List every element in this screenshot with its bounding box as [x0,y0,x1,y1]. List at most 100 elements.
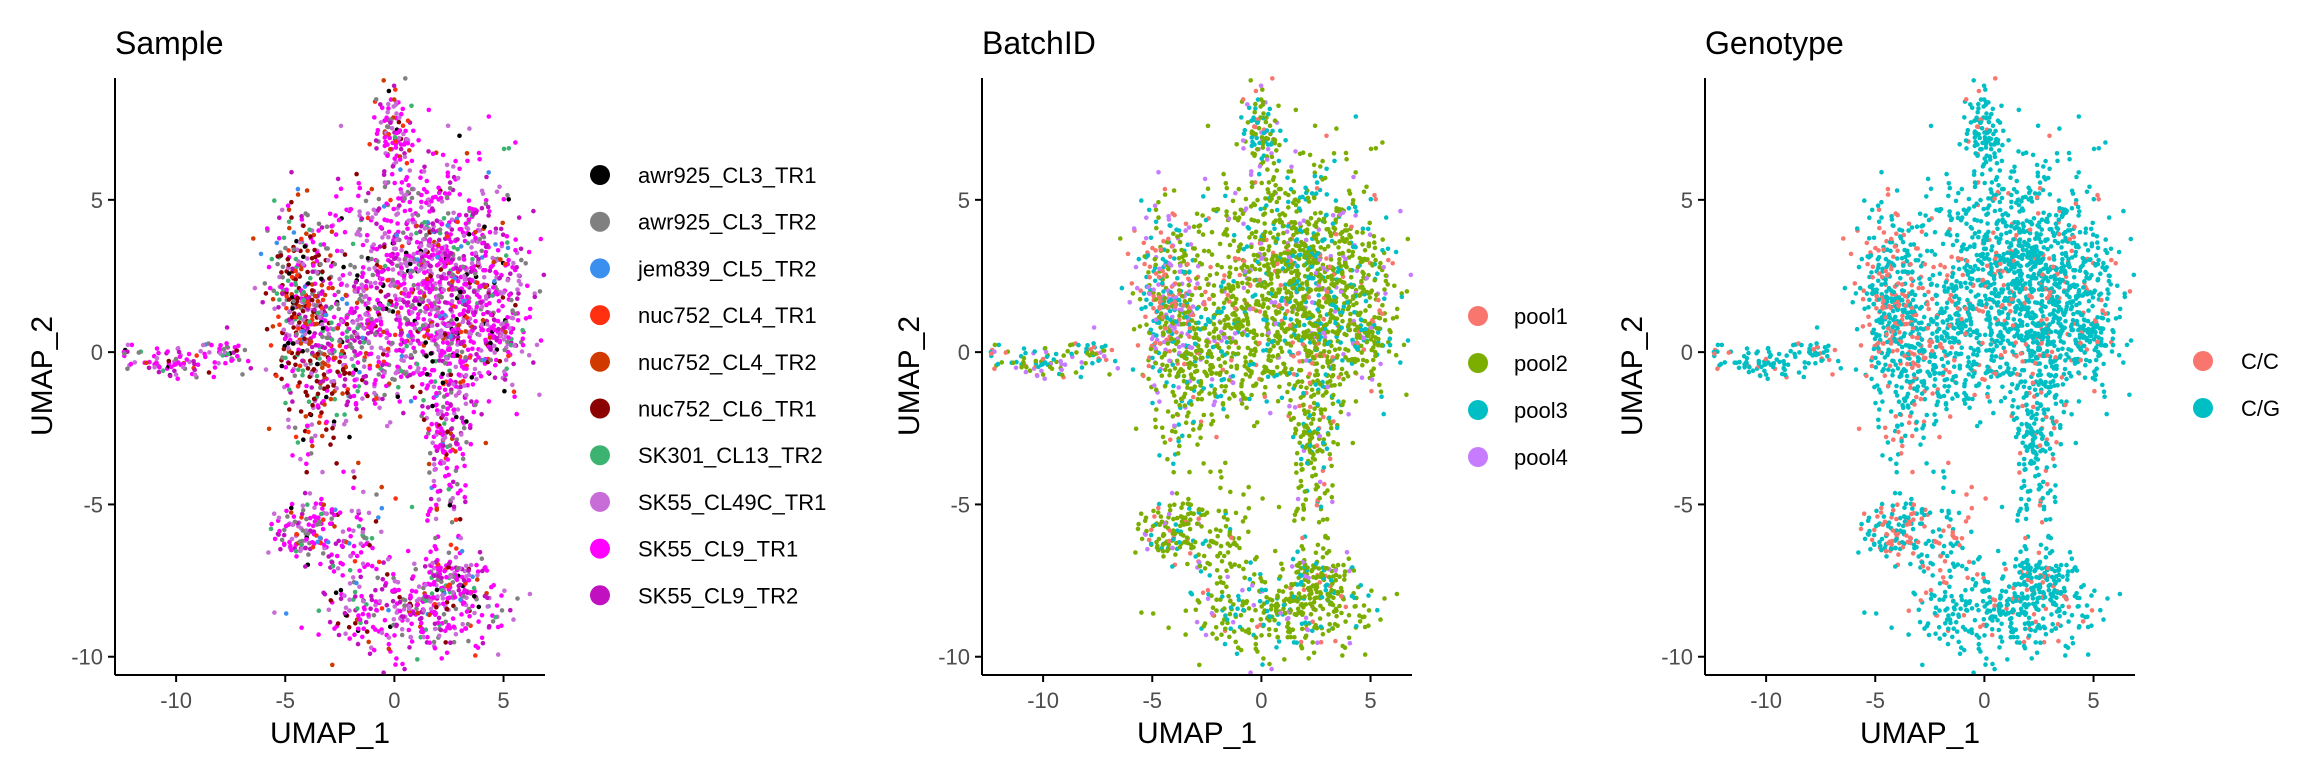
data-point [403,316,408,321]
data-point [322,352,327,357]
data-point [308,451,314,456]
data-point [336,306,342,312]
data-point [476,604,482,610]
data-point [444,600,450,605]
data-point [340,296,345,302]
data-point [1228,489,1233,495]
data-point [1145,546,1150,552]
data-point [393,496,398,501]
data-point [1328,257,1334,262]
data-point [334,553,340,559]
data-point [356,626,361,632]
data-point [386,641,392,647]
data-point [1147,291,1152,297]
data-point [434,605,439,610]
data-point [387,135,393,141]
data-point [410,574,416,579]
data-point [386,646,392,652]
data-point [463,563,469,569]
data-point [461,578,467,583]
data-point [427,209,432,214]
data-point [289,169,294,175]
data-point [995,361,1001,367]
data-point [395,310,401,315]
data-point [1331,440,1336,445]
data-point [347,568,353,573]
data-point [1218,485,1223,491]
data-point [445,584,451,589]
data-point [343,631,348,636]
data-point [290,368,295,374]
data-point [1341,376,1346,382]
data-point [1313,550,1319,556]
data-point [1373,197,1378,202]
data-point [446,472,452,478]
data-point [285,383,290,388]
data-point [428,243,433,249]
data-point [360,530,366,535]
data-point [461,233,467,239]
data-point [136,350,142,355]
data-point [1373,146,1379,151]
data-point [320,269,325,275]
data-point [270,324,276,329]
data-point [277,215,282,220]
data-point [1214,271,1220,277]
data-point [397,157,403,162]
data-point [180,364,186,370]
data-point [286,271,292,276]
data-point [473,318,478,324]
data-point [342,229,348,235]
data-point [281,235,287,241]
data-point [416,584,422,589]
data-point [290,306,295,311]
data-point [526,249,532,255]
data-point [307,330,312,335]
data-point [1156,199,1161,205]
data-point [272,610,277,615]
data-point [1252,109,1257,115]
data-point [1139,536,1145,542]
data-point [347,608,352,613]
data-point [289,282,294,287]
data-point [1275,634,1280,640]
data-point [431,367,437,373]
data-point [464,392,469,398]
data-point [320,289,325,294]
data-point [303,362,309,368]
data-point [1085,351,1090,356]
data-point [311,367,317,372]
data-point [439,575,444,581]
data-point [1186,282,1192,288]
data-point [296,259,302,265]
data-point [450,272,455,277]
data-point [1361,271,1366,276]
data-point [336,538,342,544]
data-point [486,370,491,375]
data-point [440,152,446,158]
data-point [289,215,294,220]
data-point [1260,496,1265,501]
data-point [502,347,508,353]
data-point [492,279,497,284]
data-point [405,548,411,554]
data-point [397,399,403,404]
data-point [405,118,411,123]
data-point [359,254,364,260]
data-point [1033,358,1039,364]
data-point [348,554,354,559]
data-point [366,300,371,306]
data-point [406,253,412,259]
data-point [300,262,306,267]
data-point [1065,348,1070,354]
data-point [1148,541,1154,547]
data-point [372,331,378,336]
data-point [373,306,379,311]
data-point [1200,213,1205,218]
data-point [429,323,435,328]
data-point [1265,167,1270,172]
data-point [1286,615,1291,621]
data-point [1282,315,1288,321]
data-point [532,294,538,300]
data-point [1240,211,1246,216]
